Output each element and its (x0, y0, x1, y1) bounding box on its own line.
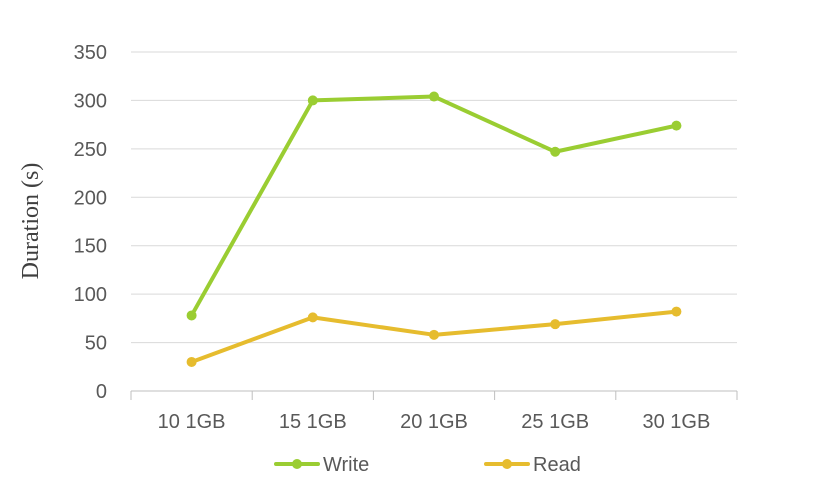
series-write (186, 91, 682, 321)
data-point (550, 319, 561, 330)
data-point (186, 356, 197, 367)
y-tick-label: 300 (74, 90, 107, 112)
series-read (186, 306, 682, 367)
data-point (307, 312, 318, 323)
x-axis: 10 1GB 15 1GB 20 1GB 25 1GB 30 1GB (130, 390, 738, 433)
data-point (671, 120, 682, 131)
series-line (189, 94, 679, 318)
data-point (671, 306, 682, 317)
series-lines (186, 91, 682, 367)
data-point (429, 329, 439, 340)
x-tick-label: 30 1GB (642, 411, 710, 433)
y-tick-label: 200 (74, 187, 107, 209)
y-tick-label: 150 (74, 236, 107, 258)
legend: Write Read (274, 454, 581, 476)
data-point (186, 310, 197, 321)
y-tick-label: 100 (74, 284, 107, 306)
x-tick-label: 25 1GB (521, 411, 589, 433)
legend-swatch-marker (502, 459, 512, 469)
x-tick-label: 10 1GB (158, 411, 226, 433)
y-axis-ticks: 0 50 100 150 200 250 300 350 (74, 42, 107, 403)
data-point (550, 146, 561, 157)
y-tick-label: 250 (74, 139, 107, 161)
data-point (307, 95, 318, 106)
y-axis-title: Duration (s) (18, 163, 44, 280)
legend-label: Read (533, 454, 581, 476)
data-point (429, 91, 439, 102)
x-tick-label: 20 1GB (400, 411, 468, 433)
legend-item-write: Write (274, 454, 369, 476)
y-tick-label: 0 (96, 381, 107, 403)
legend-swatch-marker (292, 459, 302, 469)
legend-item-read: Read (484, 454, 581, 476)
legend-label: Write (323, 454, 369, 476)
x-tick-label: 15 1GB (279, 411, 347, 433)
y-tick-label: 50 (85, 333, 107, 355)
y-tick-label: 350 (74, 42, 107, 64)
